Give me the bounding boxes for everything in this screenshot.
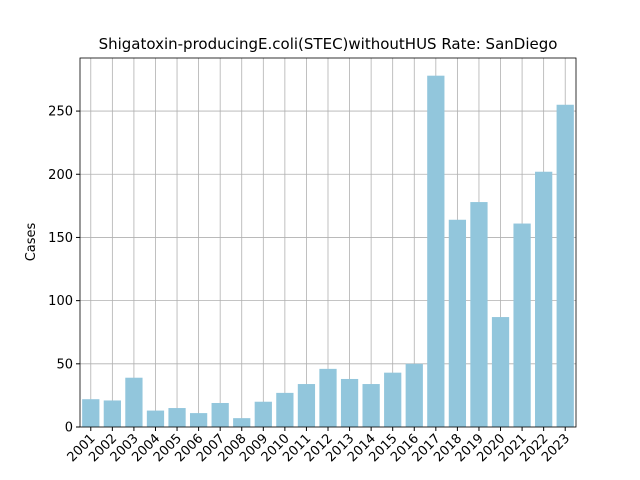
chart-title: Shigatoxin-producingE.coli(STEC)withoutH… [99,35,558,53]
bar [233,418,251,427]
bar [448,219,467,427]
bar [556,104,574,428]
bar [146,410,165,427]
bar [427,75,445,428]
bar [82,399,100,427]
bar [168,408,186,427]
y-axis-label: Cases [24,222,39,261]
bar [297,384,316,427]
bar [189,413,208,427]
bar [340,378,359,427]
plot-frame [79,57,577,428]
bar [384,372,402,427]
y-tick-label: 200 [48,168,73,183]
y-tick-label: 100 [48,294,73,309]
bar [211,402,229,427]
bar [513,223,531,427]
bar [405,363,423,427]
bar [103,400,121,427]
y-tick-label: 0 [65,421,73,436]
bar [362,384,380,427]
bar [470,202,488,427]
bar [319,368,337,427]
y-tick-label: 150 [48,231,73,246]
bar [535,171,553,427]
bar [491,317,510,427]
bar [125,377,143,427]
bar [254,401,272,427]
y-tick-label: 50 [56,357,73,372]
bar [276,392,294,427]
y-tick-label: 250 [48,105,73,120]
